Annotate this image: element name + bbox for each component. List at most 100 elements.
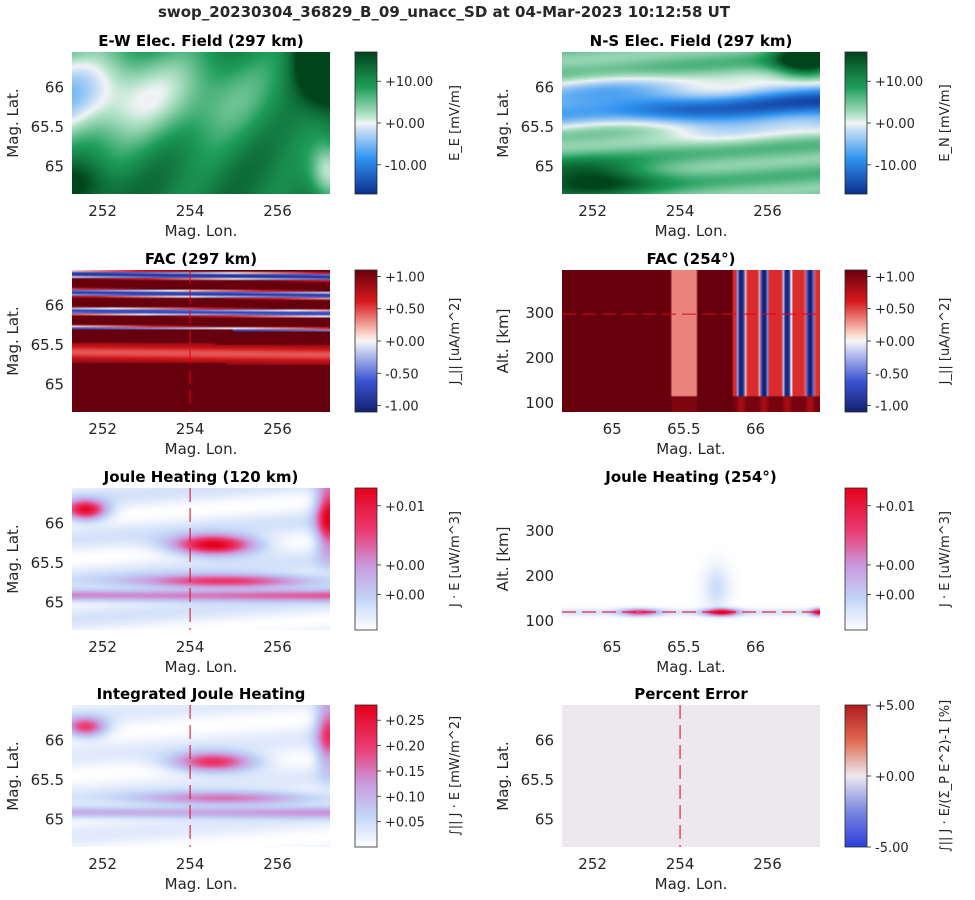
x-tick-label: 252: [88, 202, 117, 220]
heatmap-image: [562, 52, 820, 194]
x-tick-label: 254: [666, 202, 695, 220]
y-tick-label: 66: [535, 79, 554, 97]
y-tick-label: 66: [45, 732, 64, 750]
y-tick-label: 100: [525, 612, 554, 630]
y-tick-label: 66: [45, 79, 64, 97]
x-tick-label: 256: [263, 855, 292, 873]
x-tick-label: 66: [746, 638, 765, 656]
x-tick-label: 252: [578, 202, 607, 220]
y-tick-label: 300: [525, 304, 554, 322]
colorbar-tick-label: +0.00: [385, 559, 425, 574]
x-tick-label: 256: [263, 202, 292, 220]
colorbar: [844, 269, 868, 413]
colorbar-tick-label: +0.00: [385, 335, 425, 350]
y-tick-label: 65.5: [31, 118, 64, 136]
colorbar-tick-label: +10.00: [875, 75, 923, 90]
x-tick-label: 65: [603, 638, 622, 656]
y-tick-label: 65: [535, 810, 554, 828]
y-axis-label: Alt. [km]: [494, 309, 512, 374]
panel-integrated-joule: Integrated Joule Heating 252 254 256 65 65.5 6…: [4, 685, 463, 893]
x-tick-label: 254: [666, 855, 695, 873]
x-axis-label: Mag. Lon.: [655, 875, 728, 893]
panel-title: E-W Elec. Field (297 km): [98, 32, 303, 50]
colorbar: [354, 269, 378, 413]
y-axis-label: Mag. Lat.: [4, 306, 22, 375]
colorbar-tick-label: +10.00: [385, 75, 433, 90]
x-tick-label: 254: [176, 420, 205, 438]
colorbar-tick-label: +0.00: [385, 589, 425, 604]
panel-title: Joule Heating (120 km): [103, 468, 299, 486]
x-tick-label: 252: [578, 855, 607, 873]
panel-ns-efield: N-S Elec. Field (297 km) 252 254 256 65 65.5 6…: [494, 32, 953, 240]
x-tick-label: 256: [753, 855, 782, 873]
panel-percent-error: Percent Error 252 254 256 65 65.5 66 Mag. Lon. M…: [494, 685, 953, 893]
x-tick-label: 65: [603, 420, 622, 438]
x-tick-label: 256: [753, 202, 782, 220]
x-tick-label: 256: [263, 638, 292, 656]
heatmap-image: [72, 270, 330, 412]
panel-title: Percent Error: [634, 685, 748, 703]
colorbar-tick-label: +0.50: [875, 303, 915, 318]
y-tick-label: 65.5: [521, 771, 554, 789]
colorbar-label: ∫|| J · E/(Σ_P E^2)-1 [%]: [938, 700, 953, 852]
y-tick-label: 65: [45, 157, 64, 175]
colorbar-label: J_|| [uA/m^2]: [938, 298, 953, 386]
panel-title: FAC (254°): [647, 250, 736, 268]
colorbar-tick-label: +0.00: [875, 335, 915, 350]
panel-grid: E-W Elec. Field (297 km) 252 254 256 65 65.5 6…: [4, 32, 953, 893]
colorbar-tick-label: -1.00: [875, 400, 909, 415]
colorbar: [354, 704, 378, 848]
colorbar-label: E_N [mV/m]: [938, 84, 953, 161]
x-tick-label: 254: [176, 855, 205, 873]
y-axis-label: Mag. Lat.: [494, 88, 512, 157]
y-axis-label: Mag. Lat.: [4, 741, 22, 810]
panel-fac-297: FAC (297 km) 252 254 256 65 65.5 66 Mag. Lon. Ma…: [4, 250, 463, 458]
x-axis-label: Mag. Lat.: [656, 658, 725, 676]
colorbar-tick-label: +0.10: [385, 790, 425, 805]
y-tick-label: 100: [525, 394, 554, 412]
x-tick-label: 254: [176, 638, 205, 656]
colorbar-tick-label: +0.01: [875, 500, 915, 515]
heatmap-image: [562, 705, 820, 847]
y-axis-label: Mag. Lat.: [4, 88, 22, 157]
colorbar-tick-label: +0.00: [875, 589, 915, 604]
x-tick-label: 65.5: [667, 420, 700, 438]
colorbar-tick-label: +0.15: [385, 765, 425, 780]
y-tick-label: 65.5: [31, 771, 64, 789]
colorbar-tick-label: +5.00: [875, 699, 915, 714]
colorbar-tick-label: -0.50: [875, 367, 909, 382]
y-tick-label: 65.5: [31, 336, 64, 354]
heatmap-image: [562, 488, 820, 630]
colorbar-label: J_|| [uA/m^2]: [448, 298, 463, 386]
y-tick-label: 200: [525, 349, 554, 367]
x-tick-label: 254: [176, 202, 205, 220]
y-tick-label: 65: [45, 593, 64, 611]
heatmap-image: [72, 705, 330, 847]
y-axis-label: Alt. [km]: [494, 527, 512, 592]
y-tick-label: 66: [45, 515, 64, 533]
x-tick-label: 66: [746, 420, 765, 438]
x-tick-label: 252: [88, 855, 117, 873]
figure-title: swop_20230304_36829_B_09_unacc_SD at 04-…: [158, 3, 731, 21]
colorbar-tick-label: +0.00: [875, 117, 915, 132]
colorbar: [844, 51, 868, 195]
heatmap-image: [72, 488, 330, 630]
x-tick-label: 65.5: [667, 638, 700, 656]
x-axis-label: Mag. Lon.: [165, 875, 238, 893]
heatmap-image: [72, 52, 330, 194]
colorbar: [844, 704, 868, 848]
colorbar-tick-label: +0.25: [385, 714, 425, 729]
colorbar-label: E_E [mV/m]: [448, 85, 463, 161]
y-tick-label: 66: [535, 732, 554, 750]
y-tick-label: 65: [45, 375, 64, 393]
panel-title: Integrated Joule Heating: [97, 685, 306, 703]
x-axis-label: Mag. Lon.: [655, 222, 728, 240]
heatmap-image: [562, 270, 820, 412]
y-tick-label: 66: [45, 297, 64, 315]
colorbar-tick-label: -10.00: [875, 159, 917, 174]
colorbar-tick-label: -10.00: [385, 159, 427, 174]
colorbar: [844, 487, 868, 631]
colorbar-tick-label: +0.05: [385, 816, 425, 831]
y-tick-label: 65: [45, 810, 64, 828]
